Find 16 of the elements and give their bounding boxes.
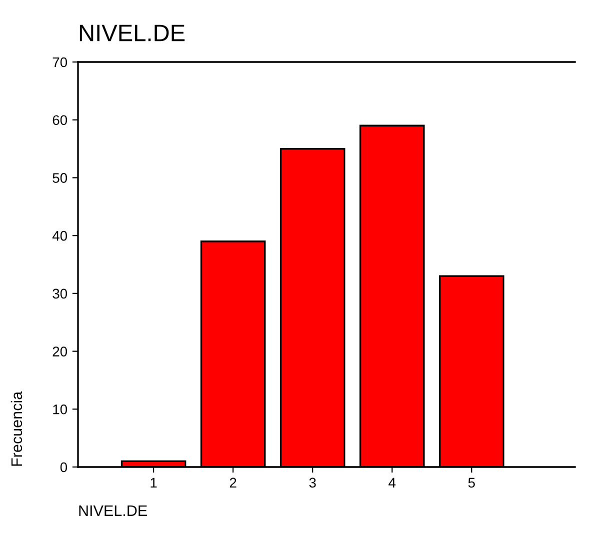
y-tick-label: 50 (52, 173, 68, 183)
y-tick-label: 70 (52, 57, 68, 68)
x-axis-title: NIVEL.DE (79, 505, 147, 516)
y-tick-label: 10 (53, 404, 68, 414)
x-tick-label: 2 (230, 478, 236, 488)
y-tick-label: 30 (52, 288, 68, 299)
y-axis-title: Frecuencia (10, 391, 22, 466)
chart-title: NIVEL.DE (80, 24, 185, 42)
x-tick-label: 1 (150, 478, 157, 488)
x-tick-label: 3 (309, 478, 316, 488)
y-tick-label: 0 (60, 462, 68, 472)
y-tick-label: 60 (52, 115, 68, 126)
x-tick-label: 4 (388, 478, 396, 488)
y-tick-label: 20 (52, 346, 68, 356)
x-tick-label: 5 (468, 478, 475, 488)
y-tick-label: 40 (52, 230, 68, 241)
